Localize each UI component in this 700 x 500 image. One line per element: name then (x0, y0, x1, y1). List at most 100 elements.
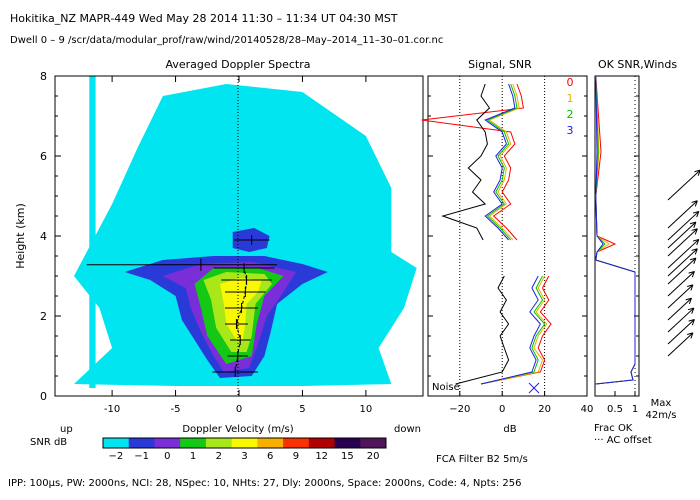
snr-series-line-1 (480, 275, 548, 385)
wind-arrow-head (691, 248, 698, 251)
colorbar-swatch (360, 438, 387, 448)
snr-series-line-noise (441, 83, 491, 241)
noise-marker-cross (528, 382, 540, 394)
colorbar-swatch (283, 438, 310, 448)
wind-arrow-head (688, 298, 692, 305)
legend-entry-3: 3 (567, 124, 574, 137)
colorbar-tick-label: 3 (241, 451, 247, 462)
wind-arrow (667, 248, 698, 277)
wind-arrow-head (696, 211, 700, 218)
x-tick-label: -10 (104, 404, 120, 415)
label-down: down (394, 424, 421, 435)
noise-label: Noise (432, 382, 460, 393)
wind-arrow-head (694, 200, 698, 207)
dwell-path: Dwell 0 – 9 /scr/data/modular_prof/raw/w… (10, 35, 443, 46)
snr-series-line-2 (486, 83, 518, 241)
wind-arrow-head (689, 257, 696, 261)
ac-offset-label: ··· AC offset (594, 435, 652, 446)
colorbar-swatch (103, 438, 130, 448)
snr-series-line-3 (484, 83, 516, 241)
snr-series-line-3 (480, 275, 542, 385)
colorbar: −2 −1 0 1 2 3 6 9 12 15 20 (102, 437, 387, 462)
colorbar-swatch (205, 438, 233, 448)
colorbar-tick-label: 15 (341, 451, 354, 462)
okfrac-lines (595, 75, 636, 385)
colorbar-swatch (308, 438, 336, 448)
colorbar-swatch (334, 438, 361, 448)
colorbar-tick-label: −2 (108, 451, 123, 462)
label-up: up (60, 424, 73, 435)
snr-x-tick-label: 20 (538, 404, 551, 415)
wind-vectors (667, 169, 700, 357)
snr-series-line-noise (455, 275, 510, 385)
wind-max-value: 42m/s (645, 410, 676, 421)
colorbar-tick-label: 1 (190, 451, 196, 462)
legend-entry-2: 2 (567, 108, 574, 121)
wind-arrow (667, 297, 692, 321)
wind-arrow-head (685, 297, 692, 301)
okfrac-axes: 0.5 1 (607, 75, 639, 415)
wind-arrow (667, 319, 695, 345)
wind-arrow-head (692, 238, 699, 242)
wind-arrow (667, 307, 695, 333)
snr-series-line-2 (480, 275, 546, 385)
mean-velocity-profile (86, 235, 278, 377)
wind-arrow-head (687, 307, 694, 311)
x-tick-label: 5 (299, 404, 305, 415)
wind-arrow-head (694, 228, 698, 235)
wind-arrow-head (691, 319, 695, 326)
x-tick-label: -5 (171, 404, 181, 415)
snr-series-line-0 (421, 83, 524, 241)
footer-params: IPP: 100μs, PW: 2000ns, NCI: 28, NSpec: … (8, 478, 521, 489)
wind-arrow-head (687, 284, 694, 287)
wind-arrow-head (690, 332, 694, 339)
wind-arrow-head (691, 228, 698, 231)
colorbar-tick-label: 9 (293, 451, 299, 462)
wind-arrow-head (691, 271, 695, 278)
wind-arrow-head (688, 271, 695, 274)
wind-arrow (667, 284, 694, 309)
colorbar-tick-label: 2 (216, 451, 222, 462)
snr-x-tick-label: 0 (499, 404, 505, 415)
fca-filter: FCA Filter B2 5m/s (436, 454, 528, 465)
snr-x-tick-label: −20 (449, 404, 470, 415)
x-tick-label: 10 (360, 404, 373, 415)
x-axis-label: Doppler Velocity (m/s) (182, 424, 293, 435)
colorbar-tick-label: 0 (164, 451, 170, 462)
y-tick-label: 6 (40, 150, 47, 163)
plot-title: Hokitika_NZ MAPR-449 Wed May 28 2014 11:… (10, 12, 398, 25)
colorbar-swatch (154, 438, 181, 448)
wind-arrow (667, 228, 698, 257)
y-tick-label: 4 (40, 230, 47, 243)
wind-arrow-head (687, 332, 694, 335)
spectra-fill (74, 76, 417, 388)
wind-arrow-head (688, 319, 695, 322)
okfrac-title: OK SNR,Winds (598, 58, 677, 71)
wind-arrow (667, 200, 698, 229)
spectra-axes: -10 -5 0 5 10 0 2 4 6 8 (40, 70, 372, 415)
wind-arrow (667, 239, 700, 269)
x-tick-label: 0 (236, 404, 242, 415)
colorbar-tick-label: 6 (267, 451, 273, 462)
snr-series-line-0 (480, 275, 552, 385)
colorbar-swatch (128, 438, 155, 448)
colorbar-label: SNR dB (30, 437, 67, 448)
wind-arrow-head (692, 210, 699, 214)
wind-arrow (667, 169, 700, 201)
legend-entry-1: 1 (567, 92, 574, 105)
legend-entry-0: 0 (567, 76, 574, 89)
wind-arrow (667, 257, 697, 285)
colorbar-frame (102, 437, 387, 449)
colorbar-tick-label: −1 (134, 451, 149, 462)
colorbar-swatch (257, 438, 284, 448)
y-tick-label: 2 (40, 310, 47, 323)
colorbar-tick-label: 12 (315, 451, 328, 462)
colorbar-swatch (231, 438, 258, 448)
snr-legend: 0 1 2 3 (567, 76, 574, 137)
colorbar-swatch (180, 438, 207, 448)
snr-series-line-1 (488, 83, 520, 241)
wind-arrow-head (696, 239, 700, 246)
y-tick-label: 0 (40, 390, 47, 403)
spectra-title: Averaged Doppler Spectra (165, 58, 310, 71)
